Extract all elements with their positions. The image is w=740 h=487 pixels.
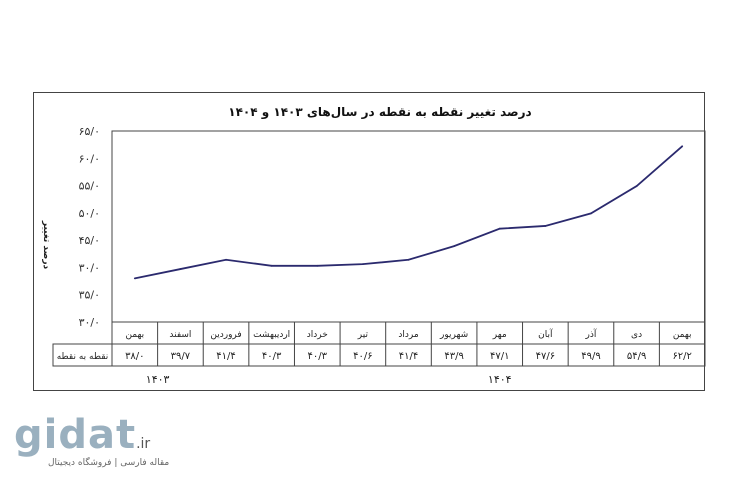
logo-brand: gidat [14, 412, 137, 458]
data-point [270, 264, 273, 267]
value-label: ۳۸/۰ [125, 351, 144, 362]
data-point [590, 212, 592, 215]
value-label: ۴۱/۴ [216, 351, 235, 362]
year-label: ۱۴۰۴ [488, 373, 512, 386]
value-label: ۴۰/۶ [353, 351, 372, 362]
chart-title: درصد تغییر نقطه به نقطه در سال‌های ۱۴۰۳ … [228, 105, 531, 120]
value-label: ۶۲/۲ [672, 351, 691, 362]
value-label: ۴۰/۳ [262, 351, 282, 362]
y-tick-label: ۳۰/۰ [79, 261, 100, 274]
y-tick-label: ۵۵/۰ [79, 180, 100, 193]
month-label: بهمن [673, 330, 692, 340]
data-point [407, 258, 410, 261]
month-label: بهمن [125, 330, 144, 340]
data-point [635, 185, 638, 188]
y-tick-label: ۳۰/۰ [79, 316, 100, 329]
value-label: ۵۴/۹ [627, 351, 646, 362]
data-point [316, 264, 319, 267]
y-tick-label: ۴۵/۰ [79, 234, 100, 247]
data-point [498, 227, 501, 230]
logo-tld: .ir [136, 436, 151, 452]
value-label: ۴۳/۹ [444, 351, 463, 362]
month-label: اردیبهشت [253, 330, 290, 340]
value-label: ۴۹/۹ [581, 351, 600, 362]
month-label: مهر [492, 330, 507, 340]
month-label: دی [631, 330, 642, 340]
data-point [681, 145, 684, 148]
month-label: آبان [538, 328, 553, 340]
data-line [134, 145, 683, 280]
year-label: ۱۴۰۳ [146, 373, 170, 386]
plot-area [111, 130, 706, 323]
y-tick-label: ۶۰/۰ [79, 152, 100, 165]
month-label: شهریور [439, 330, 468, 340]
logo-tagline: مقاله فارسی | فروشگاه دیجیتال [48, 458, 170, 468]
value-label: ۴۱/۴ [399, 351, 418, 362]
month-label: مرداد [398, 330, 418, 340]
month-label: فروردین [210, 330, 241, 340]
value-label: ۴۰/۳ [308, 351, 328, 362]
table-value-row [52, 343, 706, 367]
data-point [133, 277, 136, 280]
month-label: آذر [585, 328, 597, 340]
y-tick-label: ۶۵/۰ [79, 125, 100, 138]
y-axis-label: درصد تغییر [41, 220, 51, 270]
value-label: ۴۷/۱ [490, 351, 509, 362]
month-label: تیر [357, 330, 369, 340]
data-point [544, 225, 547, 227]
data-point [225, 258, 227, 261]
month-label: اسفند [169, 330, 191, 340]
y-tick-label: ۳۵/۰ [79, 289, 100, 302]
data-point [453, 245, 456, 248]
value-label: ۳۹/۷ [171, 351, 191, 362]
watermark-logo: gidat.ir مقاله فارسی | فروشگاه دیجیتال [14, 412, 174, 472]
y-tick-label: ۵۰/۰ [79, 207, 100, 220]
data-point [361, 263, 364, 266]
row-label: نقطه به نقطه [57, 352, 109, 362]
month-label: خرداد [307, 330, 328, 340]
data-point [179, 268, 182, 270]
value-label: ۴۷/۶ [536, 351, 555, 362]
